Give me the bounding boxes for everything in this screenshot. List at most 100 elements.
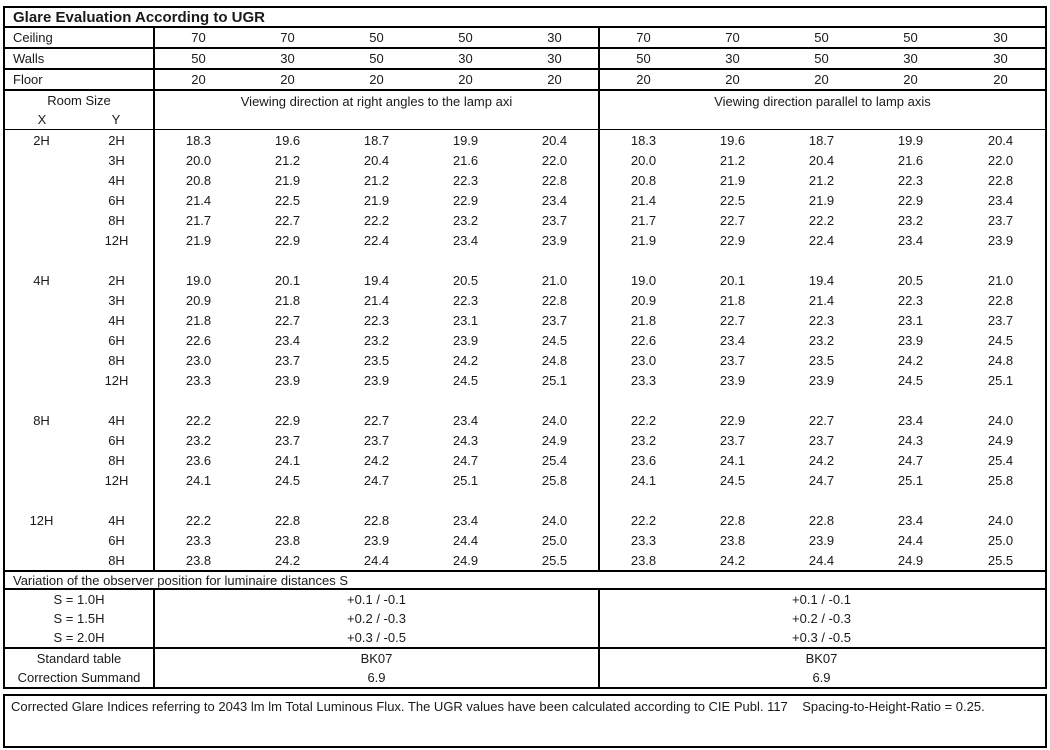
ugr-value-cell: 24.2 (452, 352, 479, 368)
ugr-value-matrix: 2H 2H 18.3 19.6 18.7 19.9 20.4 18.3 19.6 18.7 19.9… (5, 130, 1045, 570)
summary-value-left: 6.9 (155, 668, 600, 687)
ugr-value-cell: 23.4 (511, 190, 600, 210)
y-axis-label: Y (111, 112, 121, 127)
spacer-cell (956, 490, 1045, 510)
ugr-value-cell: 23.0 (630, 352, 657, 368)
ugr-row: 8H 23.0 23.7 23.5 24.2 24.8 23.0 23.7 23.5 24.2 24… (5, 350, 1045, 370)
spacer-cell (778, 490, 867, 510)
ugr-value-cell: 23.9 (363, 372, 390, 388)
ugr-value-cell: 23.2 (363, 332, 390, 348)
ugr-value-cell: 22.9 (719, 412, 746, 428)
ugr-value-cell: 20.1 (719, 272, 746, 288)
surface-value-cell: 50 (814, 51, 829, 66)
ugr-value-cell: 19.4 (363, 272, 390, 288)
variation-value-left: +0.3 / -0.5 (155, 628, 600, 647)
ugr-value-cell: 24.9 (452, 552, 479, 568)
surface-value-cell: 20 (903, 72, 918, 87)
surface-value-cell: 30 (993, 30, 1008, 45)
surface-value-cell: 70 (280, 30, 295, 45)
summary-value-right: BK07 (805, 651, 838, 666)
ugr-row: 6H 22.6 23.4 23.2 23.9 24.5 22.6 23.4 23.2 23.9 24… (5, 330, 1045, 350)
ugr-value-cell: 23.4 (452, 232, 479, 248)
variation-row: S = 1.5H +0.2 / -0.3 +0.2 / -0.3 (5, 609, 1045, 628)
ugr-value-cell: 23.7 (719, 352, 746, 368)
ugr-row: 8H 23.8 24.2 24.4 24.9 25.5 23.8 24.2 24.4 24.9 25… (5, 550, 1045, 570)
surface-value-cell: 30 (993, 51, 1008, 66)
ugr-row: 4H 21.8 22.7 22.3 23.1 23.7 21.8 22.7 22.3 23.1 23… (5, 310, 1045, 330)
room-y-cell: 4H (80, 170, 155, 190)
ugr-value-cell: 24.5 (452, 372, 479, 388)
ugr-value-cell: 21.8 (274, 292, 301, 308)
ugr-value-cell: 22.3 (452, 292, 479, 308)
ugr-value-cell: 24.7 (363, 472, 390, 488)
spacer-cell (511, 490, 600, 510)
ugr-value-cell: 21.4 (808, 292, 835, 308)
matrix-header: Room Size X Y Viewing direction at right… (5, 89, 1045, 130)
spacer-row (5, 490, 1045, 510)
spacer-cell (778, 250, 867, 270)
room-x-cell (5, 350, 80, 370)
ugr-value-cell: 20.8 (630, 172, 657, 188)
ugr-value-cell: 18.3 (630, 132, 657, 148)
ugr-value-cell: 21.9 (808, 192, 835, 208)
variation-value-right: +0.1 / -0.1 (792, 592, 851, 607)
surface-value-cell: 30 (511, 28, 600, 47)
ugr-value-cell: 23.4 (719, 332, 746, 348)
spacer-cell (511, 250, 600, 270)
room-x-cell (5, 290, 80, 310)
ugr-value-cell: 23.1 (897, 312, 924, 328)
surface-value-cell: 20 (369, 72, 384, 87)
summary-value-right: 6.9 (812, 670, 831, 685)
spacer-cell (422, 250, 511, 270)
ugr-value-cell: 25.4 (511, 450, 600, 470)
surface-value-cell: 20 (993, 72, 1008, 87)
spacer-cell (155, 390, 244, 410)
ugr-value-cell: 24.5 (987, 332, 1014, 348)
ugr-value-cell: 24.7 (808, 472, 835, 488)
room-y-cell: 2H (80, 130, 155, 150)
surface-value-cell: 50 (369, 51, 384, 66)
spacer-cell (689, 250, 778, 270)
ugr-value-cell: 25.1 (897, 472, 924, 488)
ugr-value-cell: 18.3 (185, 132, 212, 148)
ugr-value-cell: 23.4 (274, 332, 301, 348)
ugr-value-cell: 21.2 (363, 172, 390, 188)
ugr-value-cell: 25.0 (511, 530, 600, 550)
ugr-value-cell: 20.1 (274, 272, 301, 288)
ugr-value-cell: 20.4 (363, 152, 390, 168)
ugr-value-cell: 25.0 (987, 532, 1014, 548)
ugr-value-cell: 23.6 (630, 452, 657, 468)
ugr-value-cell: 21.9 (630, 232, 657, 248)
ugr-value-cell: 19.9 (452, 132, 479, 148)
room-x-cell (5, 470, 80, 490)
ugr-value-cell: 23.6 (185, 452, 212, 468)
ugr-value-cell: 21.2 (808, 172, 835, 188)
ugr-value-cell: 22.2 (185, 512, 212, 528)
spacer-cell (333, 390, 422, 410)
ugr-value-cell: 22.5 (274, 192, 301, 208)
spacer-row (5, 250, 1045, 270)
ugr-value-cell: 21.6 (897, 152, 924, 168)
spacer-cell (5, 250, 80, 270)
footer-note: Corrected Glare Indices referring to 204… (3, 694, 1047, 748)
ugr-value-cell: 23.2 (452, 212, 479, 228)
room-y-cell: 8H (80, 450, 155, 470)
summary-label: Correction Summand (5, 668, 155, 687)
ugr-value-cell: 22.9 (274, 232, 301, 248)
ugr-value-cell: 22.8 (987, 292, 1014, 308)
ugr-value-cell: 23.9 (897, 332, 924, 348)
ugr-value-cell: 19.0 (185, 272, 212, 288)
ugr-value-cell: 18.7 (808, 132, 835, 148)
ugr-value-cell: 23.9 (452, 332, 479, 348)
room-size-label: Room Size (47, 93, 111, 108)
ugr-value-cell: 24.1 (274, 452, 301, 468)
summary-row: Standard table BK07 BK07 (5, 649, 1045, 668)
ugr-row: 2H 2H 18.3 19.6 18.7 19.9 20.4 18.3 19.6 18.7 19.9… (5, 130, 1045, 150)
surface-value-cell: 20 (725, 72, 740, 87)
ugr-value-cell: 22.4 (808, 232, 835, 248)
ugr-value-cell: 21.0 (511, 270, 600, 290)
ugr-value-cell: 25.5 (987, 552, 1014, 568)
surface-value-cell: 30 (280, 51, 295, 66)
ugr-value-cell: 23.8 (274, 532, 301, 548)
ugr-value-cell: 22.7 (363, 412, 390, 428)
